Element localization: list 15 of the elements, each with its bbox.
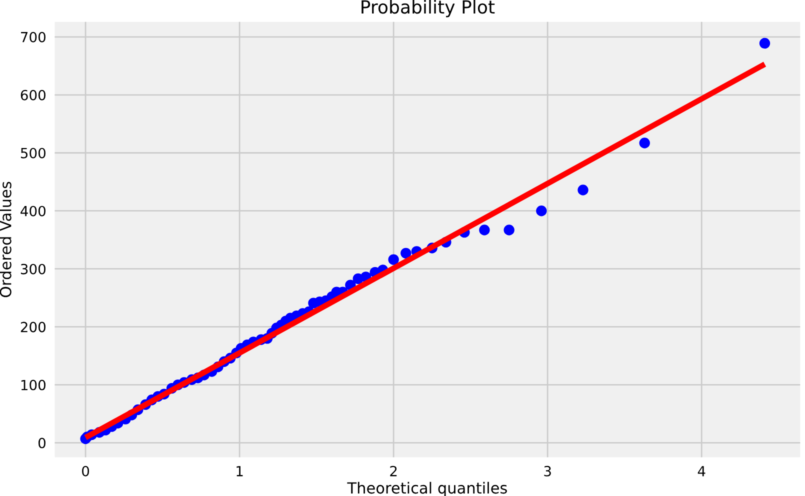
y-axis-title: Ordered Values (0, 182, 12, 298)
x-tick-label: 1 (236, 466, 243, 476)
y-tick-label: 600 (20, 90, 46, 100)
x-tick-label: 2 (390, 466, 397, 476)
x-tick-label: 3 (544, 466, 551, 476)
y-tick-label: 100 (21, 380, 46, 390)
y-tick-label: 300 (20, 264, 46, 274)
y-tick-label: 700 (21, 32, 46, 42)
y-tick-label: 0 (38, 438, 46, 448)
y-tick-label: 500 (20, 148, 46, 158)
x-tick-label: 4 (698, 466, 706, 476)
chart-title: Probability Plot (362, 0, 495, 18)
y-tick-label: 200 (20, 322, 46, 332)
y-tick-label: 400 (20, 206, 46, 216)
x-tick-label: 0 (82, 466, 90, 476)
